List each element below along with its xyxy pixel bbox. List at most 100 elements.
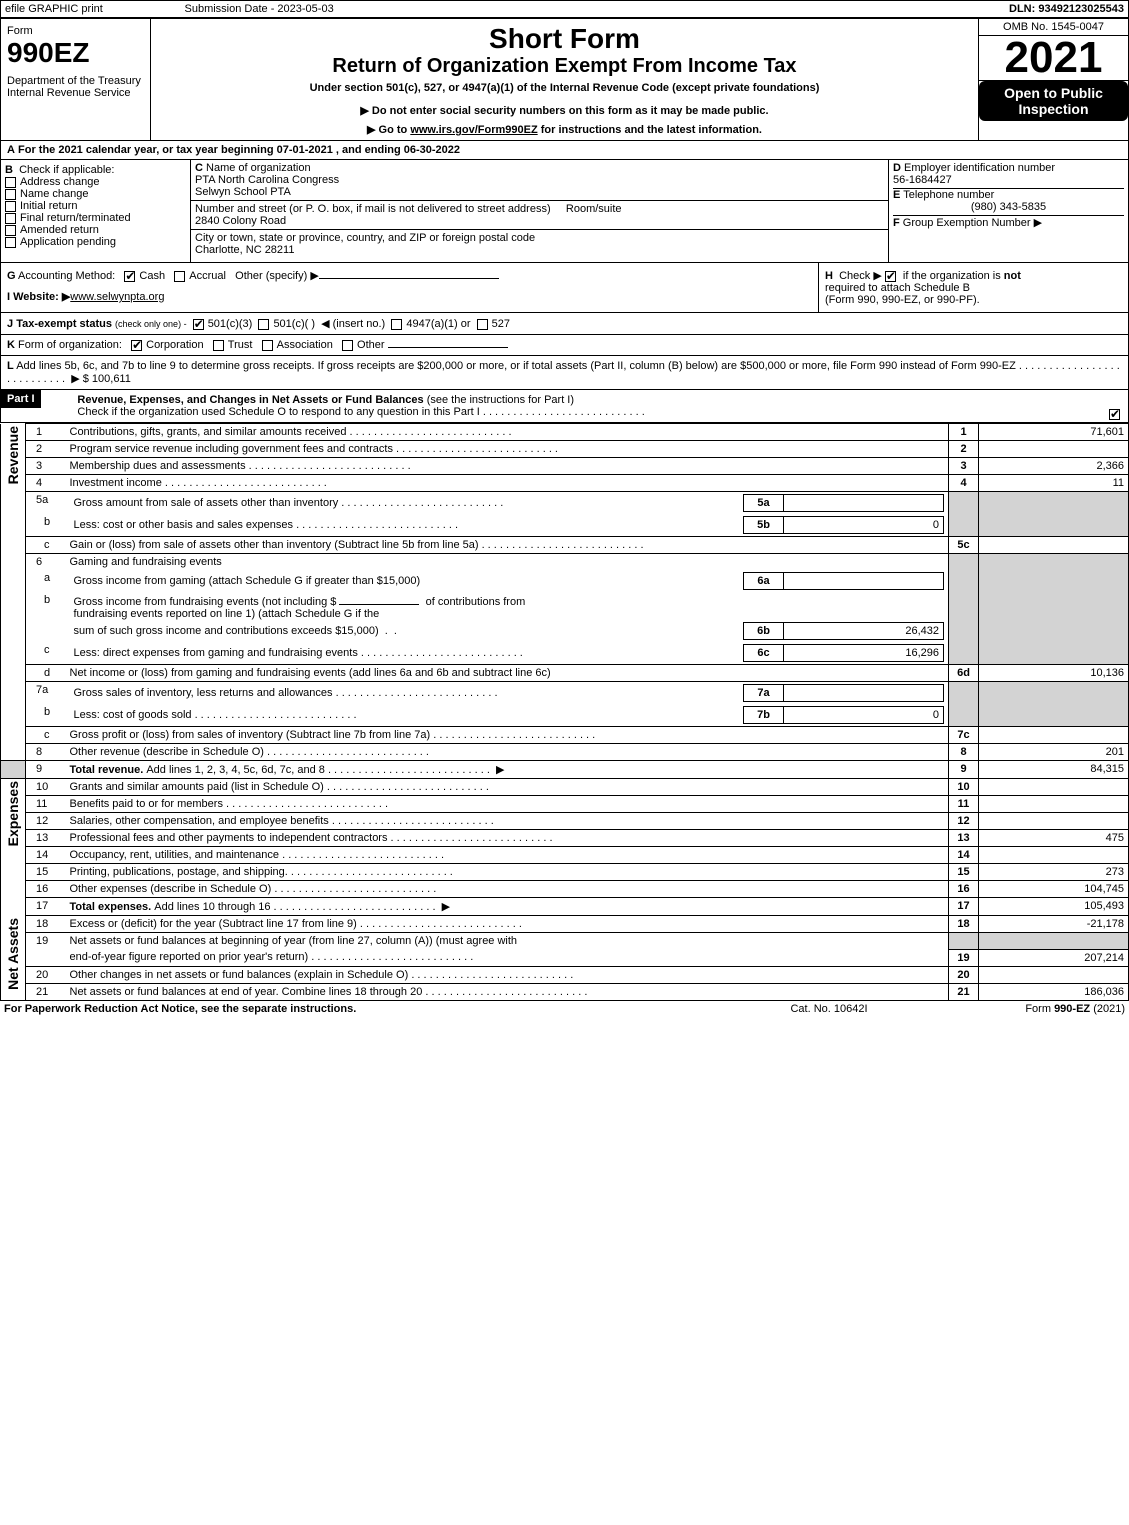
ln6-t: Gaming and fundraising events (66, 554, 949, 571)
line-a: A For the 2021 calendar year, or tax yea… (0, 141, 1129, 160)
chk-trust[interactable] (213, 340, 224, 351)
irs-link[interactable]: www.irs.gov/Form990EZ (410, 124, 537, 136)
bcdef-block: B Check if applicable: Address change Na… (0, 160, 1129, 263)
l-block: L Add lines 5b, 6c, and 7b to line 9 to … (0, 356, 1129, 390)
dept2: Internal Revenue Service (7, 87, 144, 99)
chk-address[interactable] (5, 177, 16, 188)
ln3-r: 3 (949, 458, 979, 475)
ln13-v: 475 (979, 830, 1129, 847)
chk-final[interactable] (5, 213, 16, 224)
ln7b-sv: 0 (784, 707, 944, 724)
note2-post: for instructions and the latest informat… (538, 124, 762, 136)
ln7a-sv (784, 685, 944, 702)
ln10-r: 10 (949, 779, 979, 796)
ln21-r: 21 (949, 983, 979, 1000)
b-label: Check if applicable: (19, 164, 114, 176)
form-label: Form (7, 25, 144, 37)
efile-label[interactable]: efile GRAPHIC print (1, 1, 181, 18)
chk-accrual[interactable] (174, 271, 185, 282)
ln5b-t: Less: cost or other basis and sales expe… (74, 519, 294, 531)
part1-paren: (see the instructions for Part I) (427, 394, 574, 406)
ln2-t: Program service revenue including govern… (70, 443, 393, 455)
phone: (980) 343-5835 (893, 201, 1124, 213)
ln8-t: Other revenue (describe in Schedule O) (70, 746, 264, 758)
ln10-v (979, 779, 1129, 796)
ln7c-t: Gross profit or (loss) from sales of inv… (70, 729, 431, 741)
ln16-v: 104,745 (979, 881, 1129, 898)
ln17-v: 105,493 (979, 898, 1129, 916)
ln21-v: 186,036 (979, 983, 1129, 1000)
dln: DLN: 93492123025543 (909, 1, 1129, 18)
chk-pending[interactable] (5, 237, 16, 248)
ln7a-t: Gross sales of inventory, less returns a… (74, 687, 333, 699)
h-post: if the organization is (903, 270, 1004, 282)
chk-assoc[interactable] (262, 340, 273, 351)
ln20-t: Other changes in net assets or fund bala… (70, 969, 409, 981)
ln5b-sv: 0 (784, 517, 944, 534)
ln3-n: 3 (26, 458, 66, 475)
chk-527[interactable] (477, 319, 488, 330)
city: Charlotte, NC 28211 (195, 244, 294, 256)
ln6a-t: Gross income from gaming (attach Schedul… (74, 575, 421, 587)
ln17-n: 17 (26, 898, 66, 916)
ln6a-sv (784, 573, 944, 590)
k-d: Other (357, 339, 385, 351)
g-cash: Cash (139, 270, 165, 282)
chk-name[interactable] (5, 189, 16, 200)
ln1-n: 1 (26, 424, 66, 441)
ln6d-t: Net income or (loss) from gaming and fun… (70, 667, 551, 679)
ln14-r: 14 (949, 847, 979, 864)
chk-amended[interactable] (5, 225, 16, 236)
chk-cash[interactable] (124, 271, 135, 282)
ln10-n: 10 (26, 779, 66, 796)
c-name-label: Name of organization (206, 162, 311, 174)
chk-h[interactable] (885, 271, 896, 282)
ln21-t: Net assets or fund balances at end of ye… (70, 986, 423, 998)
ln7c-r: 7c (949, 727, 979, 744)
ln20-r: 20 (949, 966, 979, 983)
ln6b-t4: sum of such gross income and contributio… (74, 625, 379, 637)
form-number: 990EZ (7, 37, 144, 69)
org-name1: PTA North Carolina Congress (195, 174, 339, 186)
ln18-r: 18 (949, 916, 979, 933)
chk-501c[interactable] (258, 319, 269, 330)
ln9-t: Total revenue. (70, 764, 147, 776)
c-city-label: City or town, state or province, country… (195, 232, 535, 244)
ln16-r: 16 (949, 881, 979, 898)
ln20-v (979, 966, 1129, 983)
chk-4947[interactable] (391, 319, 402, 330)
ln13-t: Professional fees and other payments to … (70, 832, 388, 844)
k-b: Trust (228, 339, 253, 351)
dept1: Department of the Treasury (7, 75, 144, 87)
ln5c-t: Gain or (loss) from sale of assets other… (70, 539, 479, 551)
ln13-n: 13 (26, 830, 66, 847)
chk-initial[interactable] (5, 201, 16, 212)
ln6b-t3: fundraising events reported on line 1) (… (74, 608, 380, 620)
ln12-r: 12 (949, 813, 979, 830)
label-netassets: Net Assets (5, 918, 21, 990)
ln19-t2: end-of-year figure reported on prior yea… (70, 951, 309, 963)
chk-other-org[interactable] (342, 340, 353, 351)
ln19-n: 19 (26, 933, 66, 950)
street: 2840 Colony Road (195, 215, 286, 227)
part1-header: Part I Revenue, Expenses, and Changes in… (0, 390, 1129, 423)
website-link[interactable]: www.selwynpta.org (70, 291, 164, 303)
ln21-n: 21 (26, 983, 66, 1000)
h-pre: Check ▶ (839, 270, 882, 282)
j-d: 4947(a)(1) or (406, 318, 470, 330)
d-label: Employer identification number (904, 162, 1055, 174)
chk-501c3[interactable] (193, 319, 204, 330)
open-to-public: Open to Public Inspection (979, 81, 1128, 121)
j-block: J Tax-exempt status (check only one) - 5… (0, 313, 1129, 335)
part1-title: Revenue, Expenses, and Changes in Net As… (77, 394, 423, 406)
footer-left: For Paperwork Reduction Act Notice, see … (0, 1001, 729, 1017)
org-name2: Selwyn School PTA (195, 186, 291, 198)
ln12-v (979, 813, 1129, 830)
ln4-r: 4 (949, 475, 979, 492)
ln17-t: Total expenses. (70, 901, 155, 913)
chk-part1-scho[interactable] (1109, 409, 1120, 420)
chk-corp[interactable] (131, 340, 142, 351)
ln11-n: 11 (26, 796, 66, 813)
ln10-t: Grants and similar amounts paid (list in… (70, 781, 324, 793)
note2-pre: ▶ Go to (367, 124, 410, 136)
